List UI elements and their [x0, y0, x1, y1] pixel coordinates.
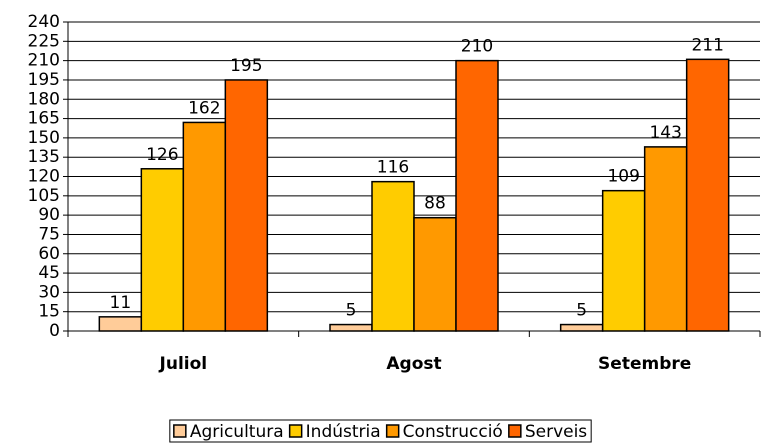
data-label: 126 [146, 145, 178, 165]
y-tick-label: 105 [28, 186, 60, 206]
bar [182, 121, 227, 332]
data-label: 210 [461, 37, 493, 57]
y-tick-label: 75 [38, 224, 60, 244]
data-label: 11 [110, 293, 132, 313]
legend-label: Agricultura [190, 422, 284, 442]
x-tick-label: Agost [386, 354, 441, 374]
data-label: 5 [346, 301, 357, 321]
bar [601, 189, 646, 332]
legend: Agricultura Indústria Construcció Serveis [169, 419, 592, 443]
y-tick-label: 180 [28, 89, 60, 109]
bar [413, 216, 457, 332]
data-label: 5 [576, 301, 587, 321]
y-tick-label: 45 [38, 263, 60, 283]
bar [140, 168, 185, 332]
x-tick-label: Juliol [159, 354, 208, 374]
y-tick-label: 15 [38, 302, 60, 322]
y-tick-label: 0 [49, 321, 60, 341]
legend-swatch [385, 424, 400, 438]
data-label: 109 [607, 167, 639, 187]
bar [98, 316, 143, 332]
data-label: 211 [691, 35, 723, 55]
bar [329, 323, 373, 332]
legend-label: Construcció [403, 422, 503, 442]
y-tick-label: 90 [38, 205, 60, 225]
y-tick-label: 30 [38, 282, 60, 302]
y-tick-label: 120 [28, 167, 60, 187]
bar [224, 79, 269, 332]
bar [455, 59, 499, 332]
y-tick-label: 225 [28, 31, 60, 51]
bar [559, 323, 604, 332]
y-tick-label: 135 [28, 147, 60, 167]
x-tick-label: Setembre [598, 354, 691, 374]
data-label: 143 [649, 123, 681, 143]
y-tick-label: 195 [28, 70, 60, 90]
data-label: 116 [377, 158, 409, 178]
data-label: 162 [188, 98, 220, 118]
legend-swatch [173, 424, 187, 438]
legend-label: Serveis [525, 422, 587, 442]
bar [371, 180, 415, 332]
legend-swatch [288, 424, 303, 438]
y-tick-label: 60 [38, 244, 60, 264]
legend-swatch [508, 424, 522, 438]
y-tick-label: 240 [28, 12, 60, 32]
legend-box [169, 419, 592, 443]
bar [643, 146, 688, 332]
legend-label: Indústria [306, 422, 381, 442]
y-tick-label: 165 [28, 109, 60, 129]
data-label: 195 [230, 56, 262, 76]
y-tick-label: 210 [28, 51, 60, 71]
y-tick-label: 150 [28, 128, 60, 148]
data-label: 88 [424, 194, 446, 214]
bar [685, 58, 730, 332]
